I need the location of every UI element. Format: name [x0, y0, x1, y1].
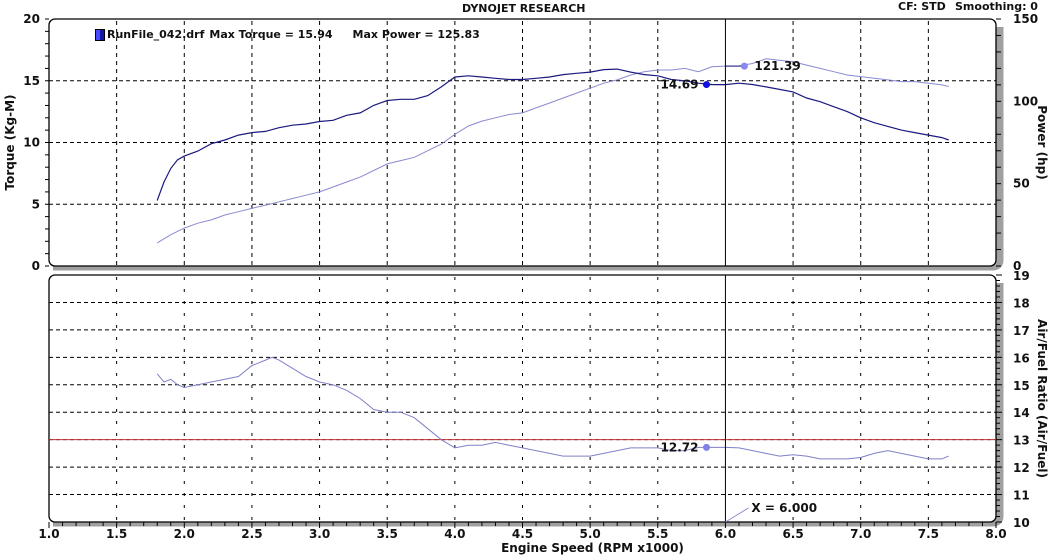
- power-readout: 121.39: [754, 59, 800, 73]
- afr-tick-label: 15: [1013, 379, 1030, 393]
- x-tick-label: 6.5: [782, 527, 803, 541]
- x-tick-label: 1.0: [38, 527, 59, 541]
- afr-tick-label: 11: [1013, 489, 1030, 503]
- afr-readout: 12.72: [661, 440, 699, 454]
- x-axis-label: Engine Speed (RPM x1000): [501, 541, 684, 555]
- x-tick-label: 7.5: [918, 527, 939, 541]
- torque-power-panel: [48, 18, 1004, 271]
- x-tick-label: 8.0: [985, 527, 1006, 541]
- x-tick-label: 7.0: [850, 527, 871, 541]
- x-tick-label: 2.5: [241, 527, 262, 541]
- cf-label: CF: STD: [898, 0, 946, 13]
- x-tick-label: 5.0: [580, 527, 601, 541]
- x-tick-label: 1.5: [106, 527, 127, 541]
- afr-axis-label: Air/Fuel Ratio (Air/Fuel): [1035, 319, 1049, 478]
- y-axis-label: Torque (Kg-M): [3, 95, 17, 191]
- afr-tick-label: 12: [1013, 461, 1030, 475]
- y-tick-label: 0: [32, 259, 40, 273]
- y2-tick-label: 100: [1013, 94, 1038, 108]
- afr-tick-label: 14: [1013, 406, 1030, 420]
- y2-axis-label: Power (hp): [1035, 105, 1049, 179]
- x-cursor-readout: X = 6.000: [751, 501, 817, 515]
- torque-marker-icon: [702, 81, 710, 89]
- afr-curve: [156, 356, 949, 460]
- y-tick-label: 10: [23, 136, 40, 150]
- legend-swatch-icon: [95, 28, 105, 41]
- smoothing-label: Smoothing: 0: [955, 0, 1038, 13]
- y-tick-label: 5: [32, 197, 40, 211]
- y-tick-label: 15: [23, 74, 40, 88]
- power-marker-icon: [740, 62, 748, 70]
- afr-tick-label: 16: [1013, 351, 1030, 365]
- y2-tick-label: 150: [1013, 12, 1038, 26]
- y2-tick-label: 50: [1013, 177, 1030, 191]
- x-tick-label: 3.5: [377, 527, 398, 541]
- torque-curve: [156, 68, 949, 201]
- x-tick-label: 4.5: [512, 527, 533, 541]
- x-tick-label: 4.0: [444, 527, 465, 541]
- x-tick-label: 2.0: [174, 527, 195, 541]
- legend-run-file: RunFile_042.drf: [107, 28, 205, 41]
- y2-tick-label: 0: [1013, 259, 1021, 273]
- afr-tick-label: 18: [1013, 296, 1030, 310]
- chart-title: DYNOJET RESEARCH: [462, 2, 586, 15]
- series: [156, 58, 949, 460]
- afr-tick-label: 10: [1013, 516, 1030, 530]
- afr-tick-label: 17: [1013, 324, 1030, 338]
- x-tick-label: 5.5: [647, 527, 668, 541]
- power-curve: [156, 58, 949, 244]
- x-tick-label: 3.0: [309, 527, 330, 541]
- torque-readout: 14.69: [661, 78, 699, 92]
- axes: 0 5 10 15 20 0 50 100 150 10 11 12 13 14 15 16 17 18 19 1.0…: [3, 12, 1049, 555]
- afr-marker-icon: [702, 443, 710, 451]
- y-tick-label: 20: [23, 12, 40, 26]
- afr-tick-label: 19: [1013, 269, 1030, 283]
- annotations: 14.69 121.39 12.72 X = 6.000: [661, 19, 817, 523]
- top-panel-shadow: [53, 27, 1004, 271]
- x-tick-label: 6.0: [715, 527, 736, 541]
- legend: RunFile_042.drf Max Torque = 15.94 Max P…: [95, 28, 480, 41]
- legend-max-torque: Max Torque = 15.94: [209, 28, 333, 41]
- legend-max-power: Max Power = 125.83: [352, 28, 480, 41]
- afr-tick-label: 13: [1013, 434, 1030, 448]
- afr-panel: [48, 274, 1004, 527]
